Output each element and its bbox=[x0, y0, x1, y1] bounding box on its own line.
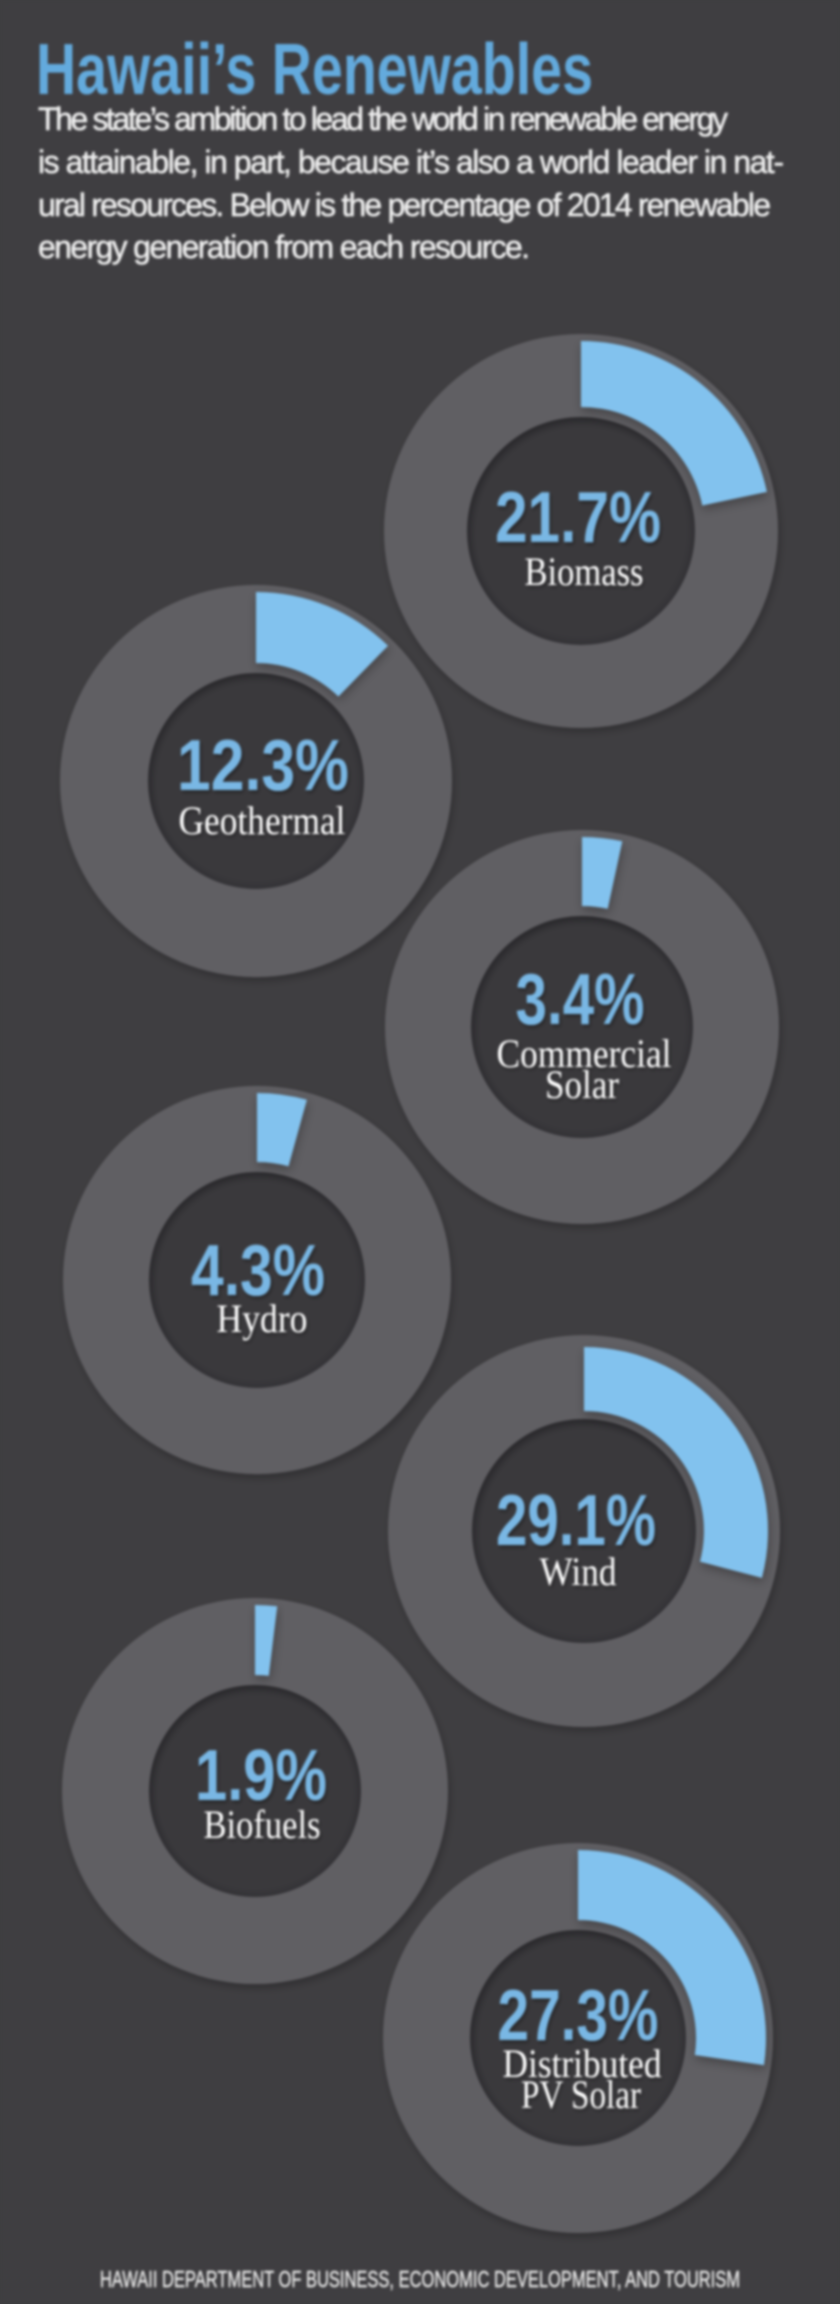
svg-text:27.3%: 27.3% bbox=[498, 1976, 659, 2056]
svg-text:Solar: Solar bbox=[545, 1062, 619, 1107]
svg-text:4.3%: 4.3% bbox=[191, 1231, 325, 1311]
svg-text:ural resources. Below is the p: ural resources. Below is the percentage … bbox=[38, 187, 771, 223]
svg-text:Biofuels: Biofuels bbox=[204, 1802, 321, 1847]
svg-text:Geothermal: Geothermal bbox=[179, 798, 346, 843]
svg-text:PV Solar: PV Solar bbox=[521, 2072, 641, 2117]
svg-text:energy generation from each re: energy generation from each resource. bbox=[38, 229, 530, 265]
svg-text:Commercial: Commercial bbox=[497, 1031, 672, 1076]
svg-text:21.7%: 21.7% bbox=[495, 478, 661, 558]
svg-text:29.1%: 29.1% bbox=[496, 1481, 656, 1561]
svg-text:Distributed: Distributed bbox=[503, 2041, 662, 2086]
svg-text:3.4%: 3.4% bbox=[516, 960, 645, 1040]
svg-text:Hydro: Hydro bbox=[217, 1296, 308, 1341]
svg-text:Biomass: Biomass bbox=[525, 549, 644, 594]
svg-text:12.3%: 12.3% bbox=[177, 726, 349, 806]
svg-text:is attainable, in part, becaus: is attainable, in part, because it’s als… bbox=[38, 144, 784, 180]
svg-text:The state’s ambition to lead t: The state’s ambition to lead the world i… bbox=[38, 101, 728, 137]
svg-text:1.9%: 1.9% bbox=[195, 1736, 327, 1816]
svg-text:HAWAII DEPARTMENT OF BUSINESS,: HAWAII DEPARTMENT OF BUSINESS, ECONOMIC … bbox=[100, 2266, 740, 2292]
svg-text:Wind: Wind bbox=[540, 1549, 617, 1594]
svg-text:Hawaii’s Renewables: Hawaii’s Renewables bbox=[36, 30, 593, 110]
